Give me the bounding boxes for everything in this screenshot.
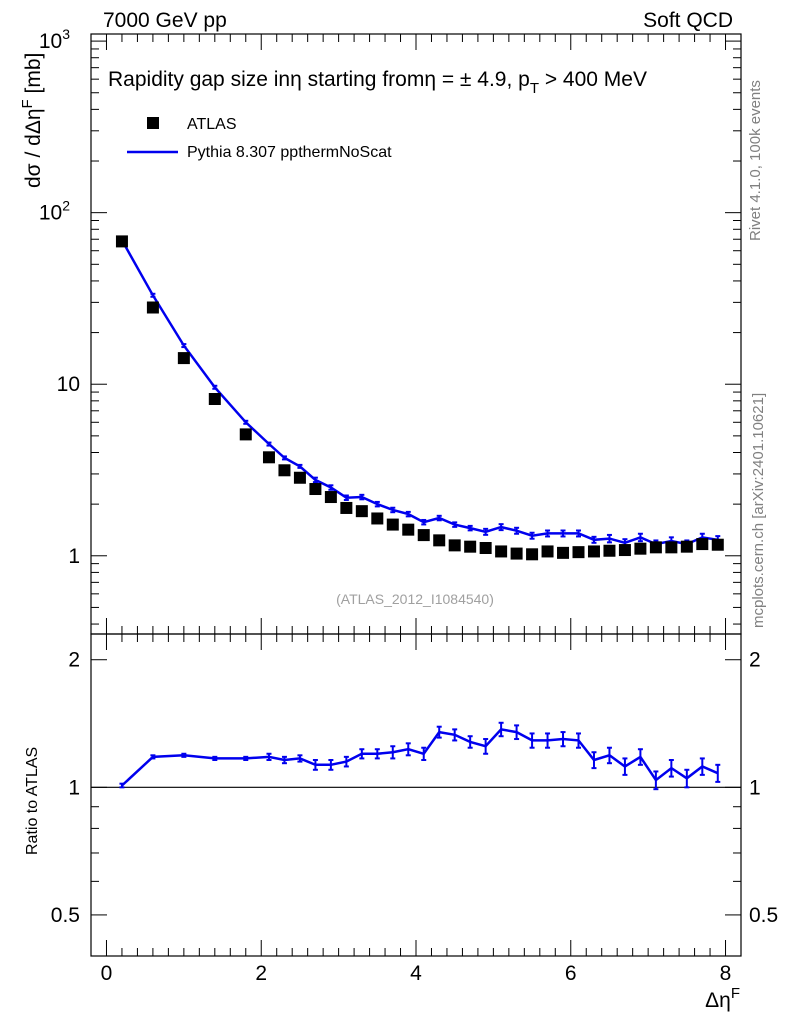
atlas-data-point (433, 534, 446, 547)
atlas-data-point (402, 523, 415, 536)
atlas-data-point (510, 547, 523, 560)
ratio-series-layer (91, 721, 741, 791)
plot-title: Rapidity gap size inη starting fromη = ±… (108, 68, 647, 97)
mcplots-reference-label: mcplots.cern.ch [arXiv:2401.10621] (750, 393, 767, 628)
ratio-y-tick-label: 1 (68, 776, 80, 799)
legend: ATLAS Pythia 8.307 ppthermNoScat (127, 116, 392, 161)
plot-title-main: Rapidity gap size inη starting fromη = ±… (108, 68, 530, 91)
atlas-data-point (239, 428, 252, 441)
main-y-axis-label-tail: [mb] (22, 53, 45, 100)
main-y-tick-labels: 1 10 102 103 (39, 26, 80, 568)
ratio-y-axis-label: Ratio to ATLAS (24, 747, 41, 855)
atlas-data-point (603, 544, 616, 557)
atlas-data-point (146, 301, 159, 314)
ratio-y-tick-label-right: 0.5 (749, 904, 778, 927)
atlas-data-point (557, 546, 570, 559)
x-tick-label: 0 (101, 962, 113, 985)
atlas-data-point (262, 451, 275, 464)
atlas-data-point (448, 539, 461, 552)
x-tick-label: 4 (410, 962, 422, 985)
pythia-line (120, 239, 718, 546)
ratio-x-ticks (90, 634, 742, 956)
ratio-line (121, 728, 719, 787)
main-y-tick-label-exponent: 3 (62, 26, 70, 42)
x-tick-label: 8 (720, 962, 732, 985)
header-energy-label: 7000 GeV pp (103, 9, 227, 32)
ratio-y-tick-labels: 0.5 0.5 1 1 2 2 (51, 649, 778, 927)
atlas-data-point (479, 542, 492, 555)
x-tick-label: 2 (255, 962, 267, 985)
legend-marker-atlas (147, 117, 159, 129)
main-x-ticks (90, 34, 742, 634)
atlas-data-point (711, 538, 724, 551)
atlas-data-point (278, 464, 291, 477)
atlas-data-point (293, 471, 306, 484)
main-y-tick-label: 10 (57, 373, 80, 396)
atlas-data-point (541, 545, 554, 558)
main-y-tick-label-exponent: 2 (62, 198, 70, 214)
atlas-data-point (386, 518, 399, 531)
ratio-y-tick-label: 2 (68, 649, 80, 672)
atlas-data-point (665, 541, 678, 554)
atlas-data-point (526, 548, 539, 561)
plot-title-tail: > 400 MeV (539, 68, 647, 91)
atlas-data-point (649, 541, 662, 554)
atlas-data-point (177, 352, 190, 365)
analysis-watermark: (ATLAS_2012_I1084540) (336, 591, 494, 607)
atlas-data-point (115, 235, 128, 248)
atlas-data-point (680, 540, 693, 553)
legend-label-atlas: ATLAS (187, 116, 237, 133)
atlas-data-point (340, 501, 353, 514)
main-y-tick-label: 103 (39, 26, 70, 53)
x-tick-label: 6 (565, 962, 577, 985)
plot-title-subscript: T (530, 80, 539, 97)
x-tick-labels: 0 2 4 6 8 (101, 962, 732, 985)
atlas-data-point (309, 483, 322, 496)
main-series-layer (115, 235, 724, 561)
atlas-data-point (572, 546, 585, 559)
main-y-axis-label-main: dσ / dΔη (22, 108, 45, 188)
atlas-data-point (587, 545, 600, 558)
main-y-axis-label-sup: F (19, 99, 36, 108)
ratio-y-tick-label-right: 1 (749, 776, 761, 799)
x-axis-label: ΔηF (705, 985, 740, 1012)
atlas-data-point (355, 505, 368, 518)
atlas-data-point (208, 393, 221, 406)
atlas-data-point (696, 538, 709, 551)
atlas-data-point (618, 544, 631, 557)
main-y-tick-label: 1 (68, 545, 80, 568)
header-category-label: Soft QCD (643, 9, 733, 32)
atlas-data-point (495, 545, 508, 558)
rivet-version-label: Rivet 4.1.0, 100k events (747, 80, 764, 241)
ratio-frame (90, 633, 742, 957)
legend-label-pythia: Pythia 8.307 ppthermNoScat (187, 144, 392, 161)
main-y-ticks (91, 40, 741, 625)
ratio-y-tick-label: 0.5 (51, 904, 80, 927)
atlas-data-point (417, 529, 430, 542)
main-y-tick-label: 102 (39, 198, 70, 225)
main-panel: 1 10 102 103 Rapidity gap size inη starting… (19, 26, 742, 635)
ratio-panel: 0.5 0.5 1 1 2 2 0 2 4 6 8 Ratio to ATLAS (24, 633, 778, 985)
atlas-data-point (324, 491, 337, 504)
atlas-data-point (464, 540, 477, 553)
ratio-y-tick-label-right: 2 (749, 649, 761, 672)
atlas-data-point (634, 542, 647, 555)
atlas-data-point (371, 512, 384, 525)
main-y-axis-label: dσ / dΔηF [mb] (19, 53, 45, 188)
